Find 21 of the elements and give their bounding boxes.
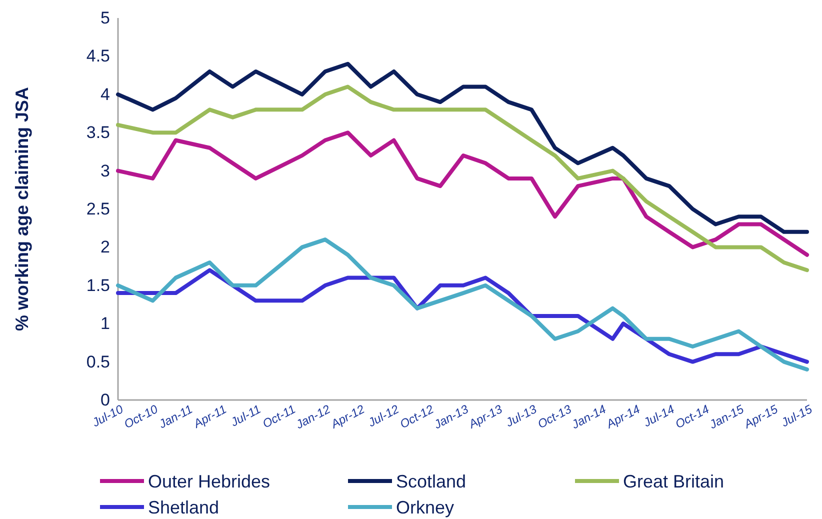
legend-label: Outer Hebrides <box>148 471 270 492</box>
y-axis-title: % working age claiming JSA <box>12 86 32 332</box>
line-series <box>116 130 809 257</box>
y-tick-label: 2.5 <box>86 199 110 218</box>
y-tick-label: 2 <box>100 238 110 257</box>
legend-label: Orkney <box>396 497 454 518</box>
y-tick-label: 4 <box>100 84 110 104</box>
y-tick-label: 4.5 <box>86 46 110 66</box>
y-tick-label: 3 <box>100 161 110 180</box>
line-series <box>116 62 809 234</box>
legend-label: Great Britain <box>623 471 724 492</box>
y-tick-label: 1.5 <box>86 276 110 295</box>
y-tick-label: 3.5 <box>86 123 110 142</box>
y-tick-label: 0.5 <box>86 352 110 372</box>
legend-label: Scotland <box>396 471 466 492</box>
y-tick-label: 1 <box>100 314 110 334</box>
y-tick-label: 0 <box>100 390 110 410</box>
y-tick-label: 5 <box>100 8 110 28</box>
line-series <box>116 238 809 372</box>
line-series <box>116 84 809 272</box>
legend-label: Shetland <box>148 497 220 518</box>
